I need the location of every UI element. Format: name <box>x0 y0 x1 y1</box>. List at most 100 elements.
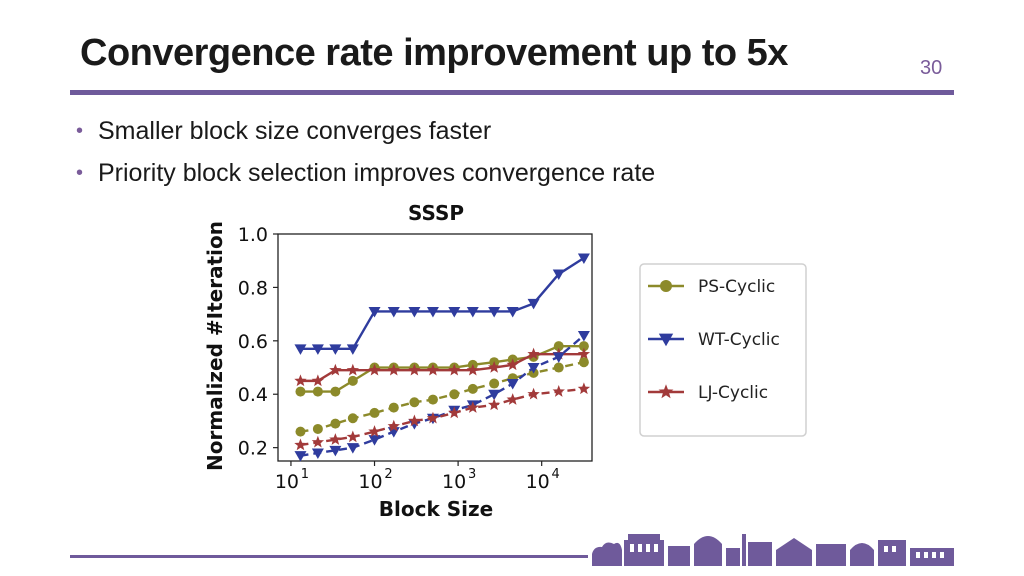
series-line <box>300 257 585 351</box>
data-point <box>466 306 479 318</box>
data-point <box>311 374 325 387</box>
data-point <box>658 333 674 347</box>
x-tick-exponent: 3 <box>468 467 476 482</box>
data-point <box>578 341 589 352</box>
data-point <box>448 306 461 318</box>
x-tick-exponent: 2 <box>384 467 392 482</box>
series-line <box>300 334 585 457</box>
data-point <box>577 253 590 265</box>
data-point <box>387 306 400 318</box>
y-tick-label: 0.8 <box>238 277 268 299</box>
data-point <box>552 269 565 281</box>
data-point <box>294 344 307 355</box>
data-point <box>506 379 519 390</box>
data-point <box>466 363 479 376</box>
chart-svg: SSSP 0.20.40.60.81.0 10 1 10 2 10 3 10 4 Block … <box>203 201 593 521</box>
data-point <box>312 386 323 397</box>
data-point <box>660 280 672 292</box>
bullet-item: Smaller block size converges faster <box>76 110 655 152</box>
footer-divider <box>70 555 588 558</box>
data-point <box>368 425 381 437</box>
data-point <box>658 384 674 399</box>
data-point <box>553 362 564 373</box>
data-point <box>506 358 519 371</box>
x-tick-label: 10 <box>526 471 550 493</box>
chart-title: SSSP <box>408 201 464 225</box>
data-point <box>578 357 589 368</box>
data-point <box>449 389 460 400</box>
y-tick-label: 0.4 <box>238 384 268 406</box>
page-number: 30 <box>920 57 943 79</box>
data-point <box>426 363 440 376</box>
data-point <box>346 344 359 355</box>
y-tick-label: 0.6 <box>238 331 268 353</box>
data-point <box>368 363 381 376</box>
data-point <box>577 330 590 342</box>
data-point <box>448 406 461 419</box>
data-point <box>487 361 501 373</box>
data-point <box>408 363 421 376</box>
legend-entry: WT-Cyclic <box>648 330 780 350</box>
data-point <box>330 386 341 397</box>
data-point <box>466 401 479 413</box>
data-point <box>329 363 342 376</box>
slide-title: Convergence rate improvement up to 5x <box>80 32 788 74</box>
x-tick-exponent: 4 <box>552 467 560 482</box>
data-point <box>527 363 540 374</box>
data-point <box>368 435 381 446</box>
data-point <box>294 451 307 462</box>
data-point <box>387 419 400 432</box>
data-point <box>311 344 324 355</box>
legend-label: PS-Cyclic <box>698 277 775 297</box>
data-point <box>527 298 540 310</box>
campus-skyline-logo <box>592 534 954 566</box>
data-point <box>346 363 360 376</box>
data-point <box>552 352 565 363</box>
legend-svg: PS-Cyclic WT-Cyclic LJ-Cyclic <box>639 263 807 437</box>
legend-entry: LJ-Cyclic <box>648 383 768 403</box>
x-tick-label: 10 <box>358 471 382 493</box>
data-point <box>294 438 307 451</box>
data-point <box>552 385 565 397</box>
data-point <box>295 426 306 437</box>
chart-legend: PS-Cyclic WT-Cyclic LJ-Cyclic <box>638 262 810 445</box>
data-point <box>294 374 307 387</box>
data-point <box>427 394 438 405</box>
plot-frame <box>277 233 593 462</box>
bullet-list: Smaller block size converges faster Prio… <box>76 110 655 194</box>
data-point <box>346 443 359 454</box>
data-point <box>329 433 342 445</box>
data-point <box>553 341 564 352</box>
x-tick-label: 10 <box>275 471 299 493</box>
data-point <box>388 402 399 413</box>
data-point <box>577 347 591 360</box>
series-line <box>300 344 584 393</box>
data-point <box>448 363 461 376</box>
data-point <box>312 423 323 434</box>
sssp-chart: SSSP 0.2 0.4 0.6 0.8 1.0 10 1 10 2 10 3 10 4 Block … <box>180 196 600 526</box>
data-point <box>346 430 360 443</box>
series-wt-cyclic <box>294 253 590 355</box>
y-axis-label: Normalized #Iteration <box>203 221 227 471</box>
data-point <box>467 383 478 394</box>
data-point <box>489 378 500 389</box>
data-point <box>408 419 421 430</box>
data-point <box>329 445 342 457</box>
bullet-item: Priority block selection improves conver… <box>76 152 655 194</box>
data-point <box>527 347 540 360</box>
legend-label: WT-Cyclic <box>698 330 780 350</box>
data-point <box>369 407 380 418</box>
series-lj-priority <box>294 382 591 451</box>
data-point <box>487 398 501 411</box>
data-point <box>347 375 358 386</box>
series-ps-priority <box>295 357 589 437</box>
data-point <box>488 306 501 318</box>
data-point <box>426 306 439 318</box>
data-point <box>506 306 519 318</box>
x-tick-label: 10 <box>442 471 466 493</box>
y-tick-label: 1.0 <box>238 224 268 246</box>
data-point <box>387 363 400 376</box>
title-divider <box>70 90 954 95</box>
data-point <box>527 387 540 400</box>
legend-label: LJ-Cyclic <box>698 383 768 403</box>
